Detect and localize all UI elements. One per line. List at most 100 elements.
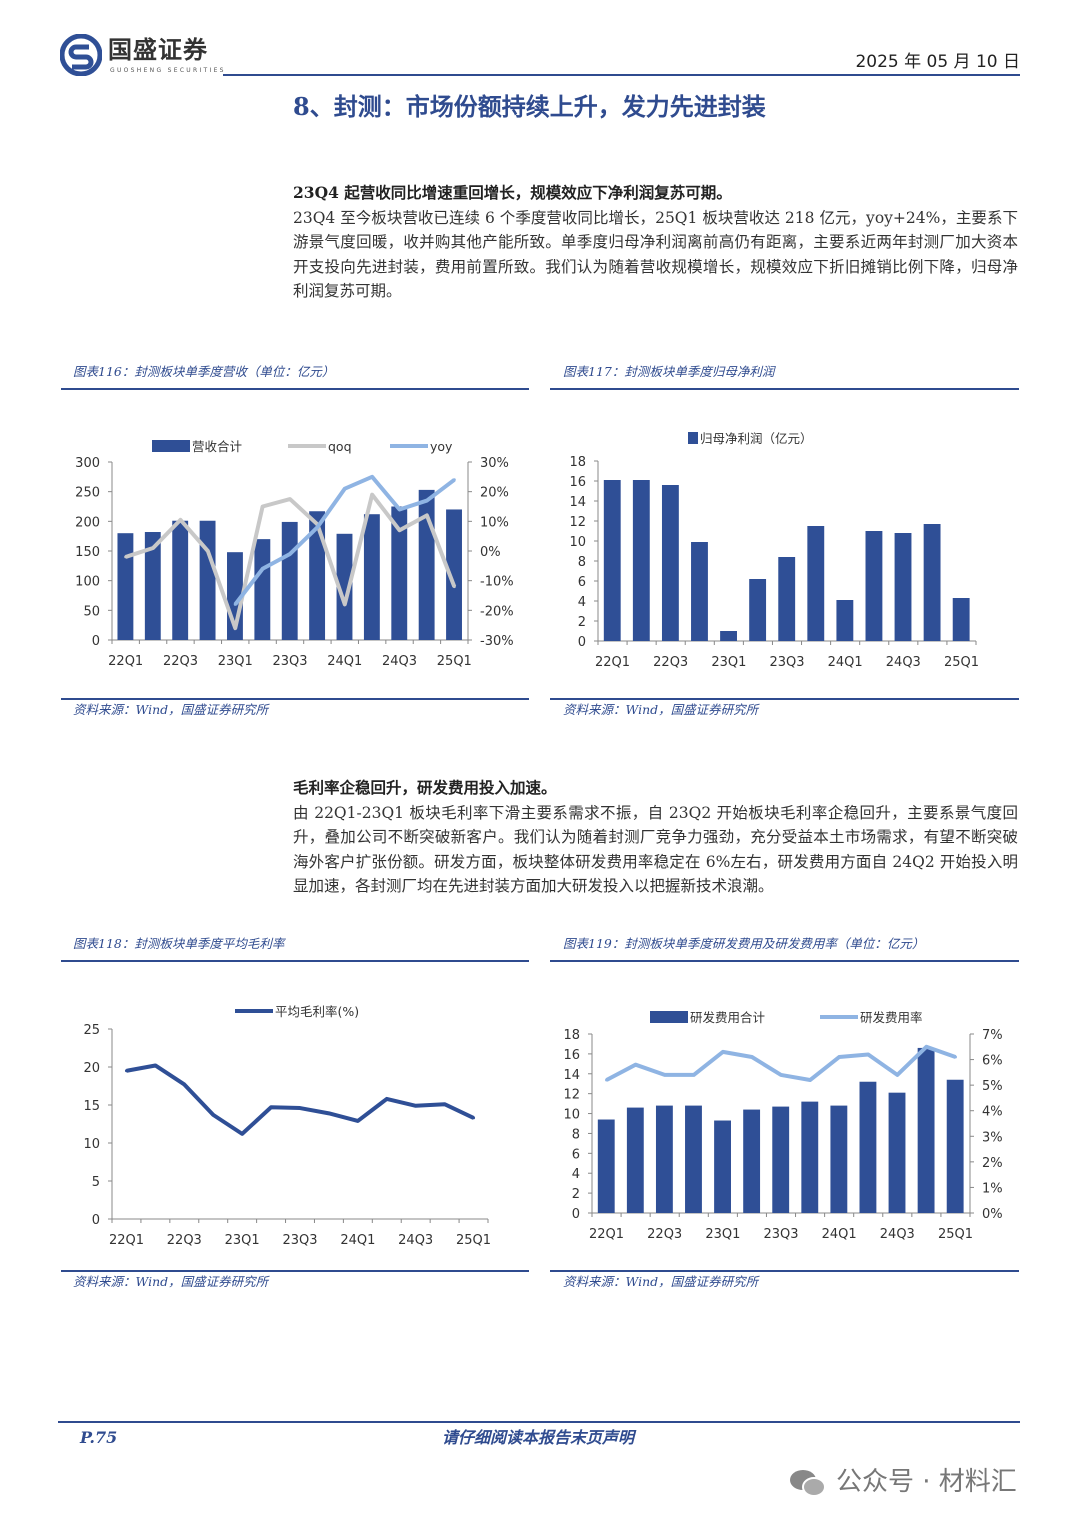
- y2-tick-label: 10%: [480, 515, 509, 530]
- y-tick-label: 15: [83, 1099, 100, 1114]
- bar-22Q4: [199, 520, 216, 640]
- bar-23Q2: [254, 539, 271, 640]
- bar-22Q2: [144, 532, 161, 640]
- y2-tick-label: -10%: [480, 575, 514, 590]
- legend-swatch: [688, 432, 698, 444]
- watermark: 公众号 · 材料汇: [836, 1467, 1017, 1497]
- point-23Q4: [808, 1078, 812, 1082]
- x-tick-label: 24Q1: [340, 1233, 375, 1248]
- bar-22Q4: [685, 1105, 702, 1213]
- y-tick-label: 250: [75, 486, 100, 501]
- point-24Q4: [425, 513, 429, 517]
- y-tick-label: 200: [75, 515, 100, 530]
- bar-24Q4: [917, 1047, 935, 1213]
- report-date: 2025 年 05 月 10 日: [855, 52, 1020, 72]
- y-tick-label: 5: [92, 1175, 100, 1190]
- x-tick-label: 24Q1: [327, 654, 362, 669]
- bar-23Q4: [309, 511, 326, 640]
- disclaimer-notice: 请仔细阅读本报告末页声明: [442, 1428, 635, 1447]
- y2-tick-label: -30%: [480, 634, 514, 649]
- x-tick-label: 23Q1: [218, 654, 253, 669]
- y-tick-label: 16: [563, 1048, 580, 1063]
- y-tick-label: 25: [83, 1023, 100, 1038]
- divider: [61, 960, 529, 962]
- figure-119-source: 资料来源：Wind，国盛证券研究所: [563, 1274, 759, 1289]
- x-tick-label: 24Q3: [880, 1227, 915, 1242]
- point-22Q4: [206, 549, 210, 553]
- paragraph-2-text: 由 22Q1-23Q1 板块毛利率下滑主要系需求不振，自 23Q2 开始板块毛利…: [293, 803, 1018, 896]
- y-tick-label: 18: [563, 1028, 580, 1043]
- y2-tick-label: 0%: [982, 1207, 1003, 1222]
- y2-tick-label: 4%: [982, 1105, 1003, 1120]
- y-tick-label: 4: [572, 1167, 580, 1182]
- brand-logo-icon: [59, 33, 103, 77]
- legend-label: yoy: [430, 439, 453, 454]
- bar-24Q4: [923, 524, 941, 641]
- point-22Q1: [124, 1069, 128, 1073]
- figure-119-caption: 图表119：封测板块单季度研发费用及研发费用率（单位：亿元）: [563, 936, 925, 951]
- point-24Q1: [356, 1119, 360, 1123]
- y-tick-label: 8: [572, 1127, 580, 1142]
- bar-24Q1: [836, 600, 854, 641]
- x-tick-label: 23Q3: [763, 1227, 798, 1242]
- x-tick-label: 22Q3: [167, 1233, 202, 1248]
- y2-tick-label: 20%: [480, 486, 509, 501]
- y-tick-label: 2: [578, 615, 586, 630]
- x-tick-label: 23Q1: [225, 1233, 260, 1248]
- point-24Q3: [398, 507, 402, 511]
- paragraph-1-text: 23Q4 至今板块营收已连续 6 个季度营收同比增长，25Q1 板块营收达 21…: [293, 208, 1018, 301]
- bar-25Q1: [946, 1079, 964, 1213]
- point-22Q2: [634, 1063, 638, 1067]
- y-tick-label: 0: [92, 634, 100, 649]
- header-divider: [223, 74, 1020, 76]
- y2-tick-label: 0%: [480, 545, 501, 560]
- x-tick-label: 24Q3: [382, 654, 417, 669]
- x-tick-label: 22Q1: [108, 654, 143, 669]
- point-25Q1: [452, 478, 456, 482]
- paragraph-1: 23Q4 起营收同比增速重回增长，规模效应下净利润复苏可期。 23Q4 至今板块营…: [293, 181, 1018, 304]
- figure-118-caption: 图表118：封测板块单季度平均毛利率: [73, 936, 285, 951]
- figure-116-caption: 图表116：封测板块单季度营收（单位：亿元）: [73, 364, 335, 379]
- y2-tick-label: -20%: [480, 604, 514, 619]
- bar-22Q3: [661, 485, 679, 641]
- bar-23Q2: [743, 1109, 761, 1213]
- chart-118-gross-margin: 0 5 10 15 20 25 22Q1 22Q3 23Q1 23Q3 24Q1 24Q3 25Q1 平均…: [83, 1004, 491, 1248]
- point-24Q2: [866, 1052, 870, 1056]
- point-24Q3: [398, 528, 402, 532]
- y-tick-label: 10: [563, 1108, 580, 1123]
- point-22Q2: [151, 546, 155, 550]
- chart-116-revenue: 0 50 100 150 200 250 300 -30% -20% -10% 0% 10% 20% 30…: [75, 439, 514, 669]
- point-24Q1: [343, 602, 347, 606]
- y2-tick-label: 30%: [480, 456, 509, 471]
- point-22Q1: [605, 1078, 609, 1082]
- x-tick-label: 25Q1: [456, 1233, 491, 1248]
- y-tick-label: 0: [572, 1207, 580, 1222]
- point-24Q4: [924, 1045, 928, 1049]
- y2-tick-label: 6%: [982, 1054, 1003, 1069]
- point-23Q1: [240, 1132, 244, 1136]
- y2-tick-label: 5%: [982, 1079, 1003, 1094]
- bar-22Q4: [691, 542, 708, 641]
- page-number: P.75: [80, 1428, 118, 1447]
- x-tick-label: 24Q1: [822, 1227, 857, 1242]
- y-tick-label: 8: [578, 555, 586, 570]
- x-tick-label: 22Q1: [109, 1233, 144, 1248]
- divider: [550, 698, 1019, 700]
- bar-24Q2: [865, 531, 883, 641]
- bar-23Q3: [281, 521, 298, 640]
- legend-label: qoq: [328, 439, 352, 454]
- figure-117-caption: 图表117：封测板块单季度归母净利润: [563, 364, 775, 379]
- bar-23Q2: [749, 579, 767, 641]
- bar-22Q3: [655, 1105, 673, 1213]
- legend-label: 归母净利润（亿元）: [700, 431, 813, 446]
- bar-22Q2: [626, 1107, 644, 1213]
- y2-tick-label: 7%: [982, 1028, 1003, 1043]
- bar-22Q3: [172, 520, 189, 640]
- paragraph-2-lead: 毛利率企稳回升，研发费用投入加速。: [293, 778, 557, 797]
- y-tick-label: 10: [83, 1137, 100, 1152]
- divider: [61, 388, 529, 390]
- point-23Q1: [721, 1050, 725, 1054]
- point-22Q3: [182, 1082, 186, 1086]
- bar-22Q1: [597, 1119, 615, 1213]
- legend-label: 研发费用率: [860, 1010, 923, 1025]
